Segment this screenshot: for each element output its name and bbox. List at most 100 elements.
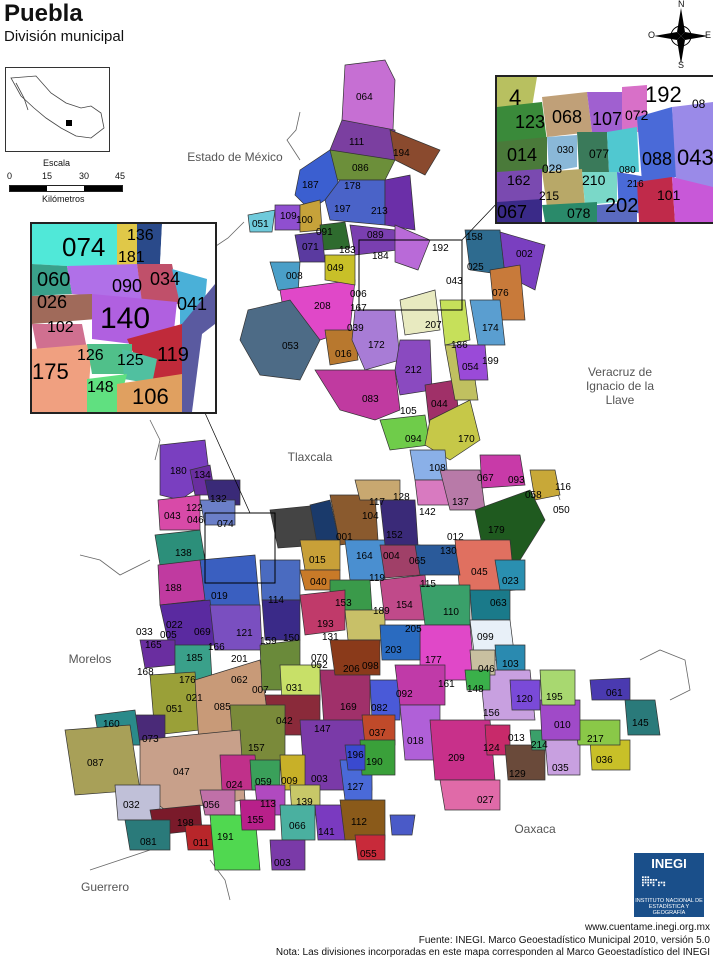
- municipality-label-197: 197: [334, 204, 351, 215]
- inegi-logo: INEGI INSTITUTO NACIONAL DE ESTADÍSTICA …: [634, 853, 704, 917]
- zoom-north-label-077: 077: [589, 147, 610, 161]
- zoom-north-label-067: 067: [497, 202, 528, 222]
- municipality-label-148: 148: [467, 684, 484, 695]
- municipality-label-213: 213: [371, 206, 388, 217]
- municipality-label-166: 166: [208, 642, 225, 653]
- municipality-label-183: 183: [339, 245, 356, 256]
- footer-url[interactable]: www.cuentame.inegi.org.mx: [584, 922, 710, 933]
- municipality-label-086: 086: [352, 163, 369, 174]
- municipality-label-036: 036: [596, 755, 613, 766]
- municipality-label-037: 037: [369, 728, 386, 739]
- municipality-label-120: 120: [516, 694, 533, 705]
- municipality-label-054: 054: [462, 362, 479, 373]
- zoom-west-label-026: 026: [37, 292, 68, 312]
- scale-tick-30: 30: [79, 171, 90, 181]
- municipality-label-189: 189: [373, 606, 390, 617]
- municipality-label-012: 012: [447, 532, 464, 543]
- municipality-label-071: 071: [302, 242, 319, 253]
- inegi-logo-sub: INSTITUTO NACIONAL DE ESTADÍSTICA Y GEOG…: [635, 898, 703, 916]
- compass-e: E: [705, 30, 712, 40]
- municipality-label-139: 139: [296, 797, 313, 808]
- municipality-label-076: 076: [492, 288, 509, 299]
- municipality-label-172: 172: [368, 340, 385, 351]
- zoom-inset-west: 074 136 181 060 090 034 026 041 140 102 …: [30, 222, 217, 414]
- municipality-label-018: 018: [407, 736, 424, 747]
- municipality-label-094: 094: [405, 434, 422, 445]
- municipality-label-128: 128: [393, 492, 410, 503]
- municipality-label-112: 112: [351, 817, 367, 828]
- municipality-label-131: 131: [322, 632, 339, 643]
- municipality-label-190: 190: [366, 757, 383, 768]
- municipality-label-130: 130: [440, 546, 457, 557]
- municipality-label-044: 044: [431, 399, 448, 410]
- zoom-west-label-181: 181: [118, 249, 145, 266]
- municipality-label-093: 093: [508, 475, 525, 486]
- municipality-label-046: 046: [478, 664, 495, 675]
- municipality-label-147: 147: [314, 724, 331, 735]
- municipality-label-033: 033: [136, 627, 153, 638]
- zoom-west-label-126: 126: [77, 347, 104, 364]
- municipality-label-214: 214: [531, 740, 548, 751]
- municipality-label-025: 025: [467, 262, 484, 273]
- municipality-label-002: 002: [516, 249, 533, 260]
- municipality-label-116: 116: [555, 482, 571, 493]
- municipality-label-134: 134: [194, 470, 211, 481]
- label-veracruz: Veracruz de Ignacio de la Llave: [585, 365, 655, 407]
- municipality-label-100: 100: [296, 215, 313, 226]
- municipality-label-174: 174: [482, 323, 499, 334]
- label-oaxaca: Oaxaca: [514, 822, 556, 836]
- municipality-label-170: 170: [458, 434, 475, 445]
- municipality-label-032: 032: [123, 800, 140, 811]
- municipality-label-019: 019: [211, 591, 228, 602]
- municipality-label-081: 081: [140, 837, 157, 848]
- zoom-north-label-028: 028: [542, 162, 563, 176]
- zoom-west-label-136: 136: [127, 227, 154, 244]
- compass-o: O: [648, 30, 656, 40]
- municipality-label-178: 178: [344, 181, 361, 192]
- municipality-label-003: 003: [311, 774, 328, 785]
- municipality-label-051: 051: [252, 219, 269, 230]
- municipality-label-087: 087: [87, 758, 104, 769]
- municipality-label-188: 188: [165, 583, 182, 594]
- municipality-label-119: 119: [369, 573, 385, 584]
- municipality-label-195: 195: [546, 692, 563, 703]
- mexico-locator-inset: [5, 67, 110, 152]
- municipality-label-043: 043: [164, 511, 181, 522]
- inegi-logo-name: INEGI: [651, 856, 687, 871]
- municipality-label-082: 082: [371, 703, 388, 714]
- zoom-west-label-090: 090: [112, 276, 143, 296]
- municipality-label-004: 004: [383, 551, 400, 562]
- municipality-label-192: 192: [432, 243, 449, 254]
- municipality-label-194: 194: [393, 148, 410, 159]
- municipality-label-108: 108: [429, 463, 446, 474]
- scale-tick-45: 45: [115, 171, 126, 181]
- municipality-label-187: 187: [302, 180, 319, 191]
- municipality-label-007: 007: [252, 685, 269, 696]
- zoom-north-label-08: 08: [692, 97, 706, 111]
- municipality-label-160: 160: [103, 719, 120, 730]
- municipality-label-085: 085: [214, 702, 231, 713]
- municipality-label-142: 142: [419, 507, 436, 518]
- municipality-label-053: 053: [282, 341, 299, 352]
- municipality-label-158: 158: [466, 232, 483, 243]
- municipality-label-138: 138: [175, 548, 192, 559]
- municipality-label-099: 099: [477, 632, 494, 643]
- municipality-label-024: 024: [226, 780, 243, 791]
- municipality-label-055: 055: [360, 849, 377, 860]
- compass-s: S: [678, 60, 685, 70]
- puebla-locator-mark: [66, 120, 72, 126]
- municipality-label-191: 191: [217, 832, 234, 843]
- municipality-label-066: 066: [289, 821, 306, 832]
- municipality-label-042: 042: [276, 716, 293, 727]
- municipality-label-114: 114: [268, 595, 284, 606]
- municipality-label-046: 046: [187, 515, 204, 526]
- zoom-west-label-175: 175: [32, 359, 69, 384]
- municipality-label-159: 159: [260, 636, 277, 647]
- zoom-west-label-148: 148: [87, 379, 114, 396]
- municipality-label-155: 155: [247, 815, 264, 826]
- scale-tick-0: 0: [7, 171, 13, 181]
- municipality-label-015: 015: [309, 555, 326, 566]
- municipality-label-180: 180: [170, 466, 187, 477]
- municipality-label-110: 110: [443, 607, 459, 618]
